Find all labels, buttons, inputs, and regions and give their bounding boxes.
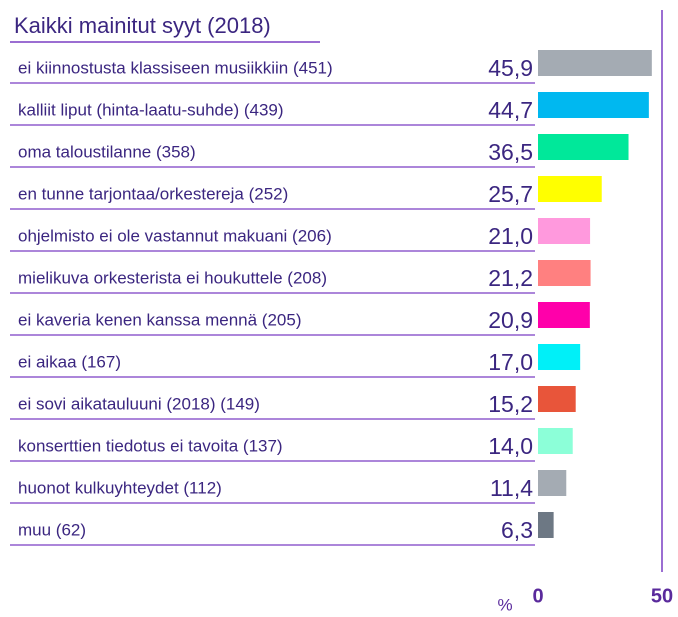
x-tick-label: 50: [651, 585, 673, 607]
bar: [538, 512, 554, 538]
category-label: kalliit liput (hinta-laatu-suhde) (439): [18, 100, 284, 119]
bar: [538, 92, 649, 118]
category-label: ohjelmisto ei ole vastannut makuani (206…: [18, 226, 332, 245]
value-label: 17,0: [488, 349, 533, 375]
value-label: 14,0: [488, 433, 533, 459]
category-label: ei sovi aikatauluuni (2018) (149): [18, 394, 260, 413]
value-label: 20,9: [488, 307, 533, 333]
bar: [538, 302, 590, 328]
category-label: ei aikaa (167): [18, 352, 121, 371]
value-label: 6,3: [501, 517, 533, 543]
value-label: 21,2: [488, 265, 533, 291]
bar: [538, 428, 573, 454]
value-label: 36,5: [488, 139, 533, 165]
bar: [538, 386, 576, 412]
category-label: huonot kulkuyhteydet (112): [18, 478, 222, 497]
category-label: mielikuva orkesterista ei houkuttele (20…: [18, 268, 327, 287]
category-label: konserttien tiedotus ei tavoita (137): [18, 436, 283, 455]
value-label: 25,7: [488, 181, 533, 207]
bar: [538, 344, 581, 370]
chart-title: Kaikki mainitut syyt (2018): [14, 13, 271, 38]
axis-label: %: [497, 595, 512, 614]
category-label: en tunne tarjontaa/orkestereja (252): [18, 184, 288, 203]
category-label: oma taloustilanne (358): [18, 142, 196, 161]
value-label: 44,7: [488, 97, 533, 123]
category-label: ei kaveria kenen kanssa mennä (205): [18, 310, 302, 329]
value-label: 21,0: [488, 223, 533, 249]
bar: [538, 470, 567, 496]
category-label: muu (62): [18, 520, 86, 539]
bar: [538, 260, 591, 286]
x-tick-label: 0: [532, 585, 543, 607]
bar: [538, 50, 652, 76]
value-label: 11,4: [490, 475, 533, 501]
bar: [538, 218, 591, 244]
bar: [538, 134, 629, 160]
value-label: 15,2: [488, 391, 533, 417]
value-label: 45,9: [488, 55, 533, 81]
category-label: ei kiinnostusta klassiseen musiikkiin (4…: [18, 58, 333, 77]
bar: [538, 176, 602, 202]
